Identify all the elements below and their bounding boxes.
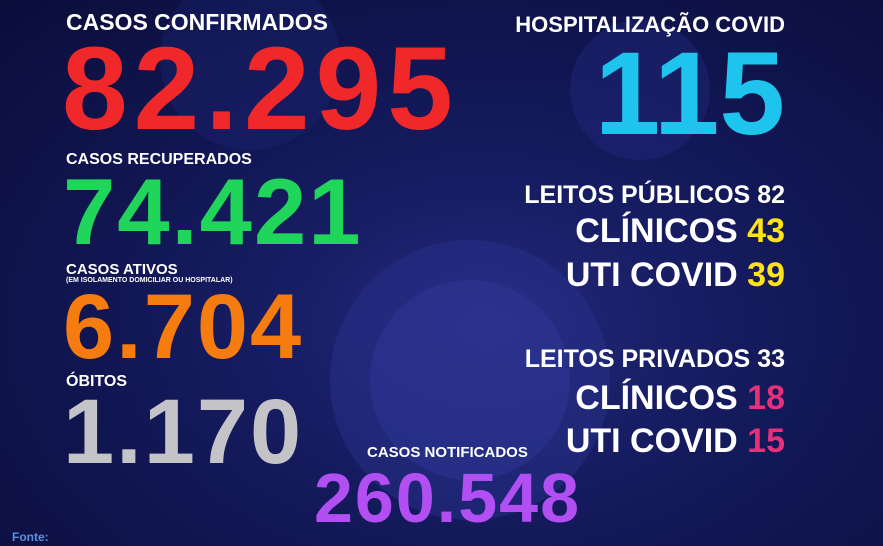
label: CASOS ATIVOS (66, 261, 178, 278)
row: CLÍNICOS 43 (575, 212, 785, 251)
value: 6.704 (63, 276, 304, 378)
value: 1.170 (63, 381, 304, 483)
value: 15 (747, 422, 785, 460)
label: LEITOS PRIVADOS (524, 345, 751, 373)
row: UTI COVID 15 (566, 422, 785, 461)
value: 260.548 (314, 459, 582, 537)
label: CLÍNICOS (575, 212, 738, 250)
note: (EM ISOLAMENTO DOMICILIAR OU HOSPITALAR) (66, 277, 233, 284)
label: LEITOS PÚBLICOS (524, 181, 751, 209)
value: 82.295 (62, 23, 459, 155)
label: CASOS RECUPERADOS (66, 151, 252, 168)
row: UTI COVID 39 (566, 256, 785, 295)
value: 115 (594, 28, 785, 160)
label: ÓBITOS (66, 373, 128, 390)
row: CLÍNICOS 18 (575, 379, 785, 418)
value: 43 (747, 212, 785, 250)
source: Fonte: (12, 530, 49, 544)
value: 82 (757, 181, 785, 209)
label: CASOS NOTIFICADOS (367, 444, 528, 461)
label: CASOS CONFIRMADOS (66, 9, 328, 35)
label: UTI COVID (565, 422, 738, 460)
value: 74.421 (63, 159, 363, 264)
value: 33 (757, 345, 785, 373)
row: LEITOS PRIVADOS 33 (525, 345, 785, 374)
value: 18 (747, 379, 785, 417)
label: UTI COVID (565, 256, 738, 294)
label: CLÍNICOS (575, 379, 738, 417)
label: HOSPITALIZAÇÃO COVID (515, 12, 785, 37)
value: 39 (747, 256, 785, 294)
row: LEITOS PÚBLICOS 82 (524, 181, 785, 210)
